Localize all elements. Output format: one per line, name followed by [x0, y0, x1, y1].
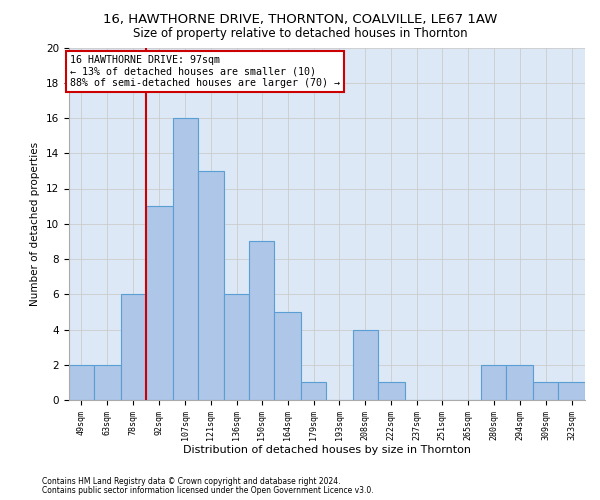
- Text: Size of property relative to detached houses in Thornton: Size of property relative to detached ho…: [133, 28, 467, 40]
- X-axis label: Distribution of detached houses by size in Thornton: Distribution of detached houses by size …: [183, 446, 471, 456]
- Bar: [481, 365, 506, 400]
- Bar: [558, 382, 585, 400]
- Bar: [224, 294, 250, 400]
- Bar: [250, 242, 274, 400]
- Bar: [121, 294, 146, 400]
- Bar: [173, 118, 197, 400]
- Text: Contains HM Land Registry data © Crown copyright and database right 2024.: Contains HM Land Registry data © Crown c…: [42, 477, 341, 486]
- Bar: [94, 365, 121, 400]
- Text: 16 HAWTHORNE DRIVE: 97sqm
← 13% of detached houses are smaller (10)
88% of semi-: 16 HAWTHORNE DRIVE: 97sqm ← 13% of detac…: [70, 54, 340, 88]
- Text: Contains public sector information licensed under the Open Government Licence v3: Contains public sector information licen…: [42, 486, 374, 495]
- Bar: [197, 171, 224, 400]
- Text: 16, HAWTHORNE DRIVE, THORNTON, COALVILLE, LE67 1AW: 16, HAWTHORNE DRIVE, THORNTON, COALVILLE…: [103, 12, 497, 26]
- Bar: [533, 382, 558, 400]
- Bar: [274, 312, 301, 400]
- Bar: [146, 206, 173, 400]
- Bar: [378, 382, 404, 400]
- Bar: [69, 365, 94, 400]
- Bar: [506, 365, 533, 400]
- Y-axis label: Number of detached properties: Number of detached properties: [31, 142, 40, 306]
- Bar: [353, 330, 378, 400]
- Bar: [301, 382, 326, 400]
